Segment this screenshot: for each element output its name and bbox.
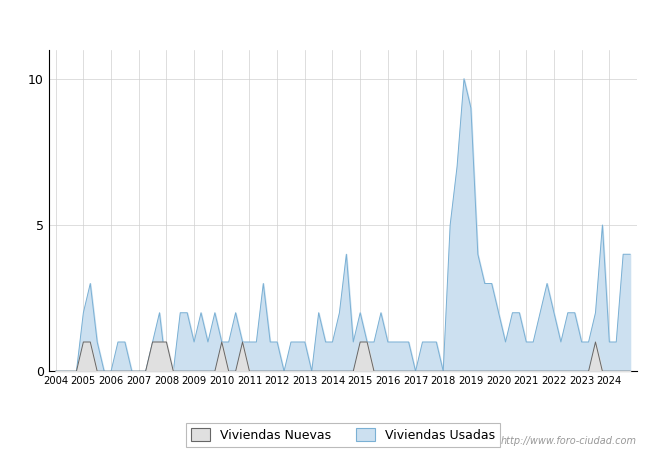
Text: Férez - Evolucion del Nº de Transacciones Inmobiliarias: Férez - Evolucion del Nº de Transaccione… — [97, 13, 553, 28]
Legend: Viviendas Nuevas, Viviendas Usadas: Viviendas Nuevas, Viviendas Usadas — [186, 423, 500, 447]
Text: http://www.foro-ciudad.com: http://www.foro-ciudad.com — [501, 436, 637, 446]
